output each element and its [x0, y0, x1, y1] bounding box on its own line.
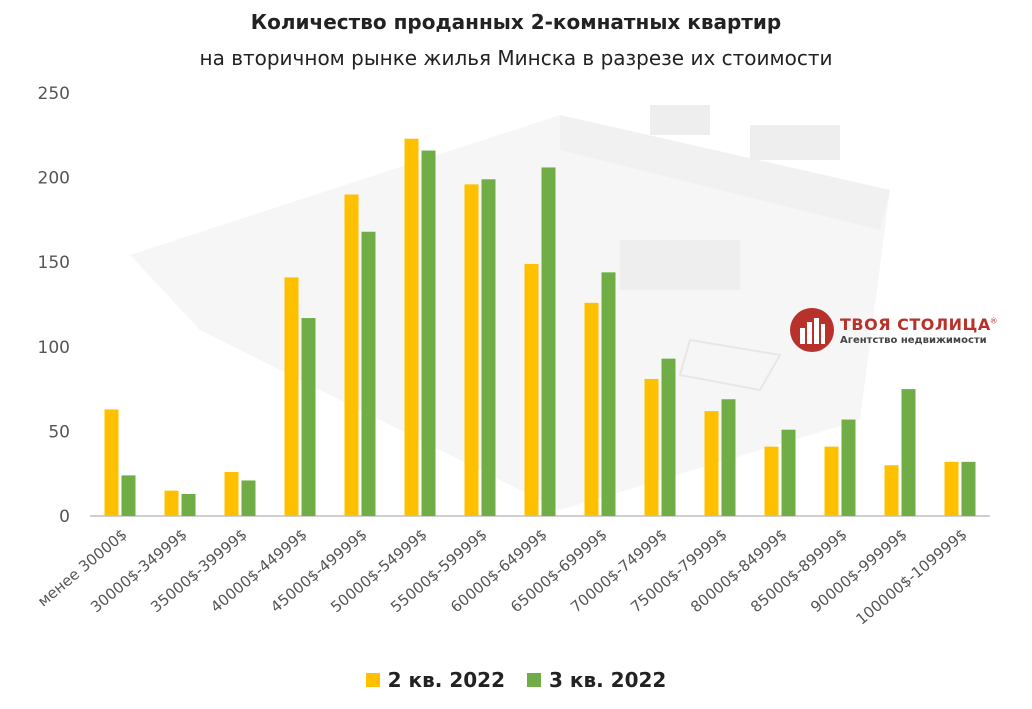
bar-series-2 [541, 167, 556, 516]
bar-series-1 [524, 263, 539, 516]
bar-series-2 [901, 389, 916, 516]
chart-title: Количество проданных 2-комнатных квартир [250, 10, 782, 34]
bar-series-1 [464, 184, 479, 517]
legend-item-2: 3 кв. 2022 [527, 668, 666, 692]
registered-mark: ® [990, 316, 997, 326]
y-tick-label: 100 [38, 338, 70, 358]
bar-series-1 [824, 446, 839, 516]
bar-series-2 [961, 461, 976, 516]
bar-series-2 [241, 480, 256, 516]
x-tick-label: 100000$-109999$ [852, 525, 970, 628]
bar-series-2 [361, 231, 376, 516]
bar-series-2 [601, 272, 616, 516]
legend-swatch [527, 673, 541, 687]
bar-series-1 [764, 446, 779, 516]
logo-tagline: Агентство недвижимости [840, 334, 987, 346]
y-tick-label: 200 [38, 169, 70, 189]
y-tick-label: 250 [38, 84, 70, 104]
brand-logo: ТВОЯ СТОЛИЦА® Агентство недвижимости [790, 308, 997, 352]
bar-series-2 [661, 358, 676, 516]
bar-series-2 [841, 419, 856, 516]
legend-label: 3 кв. 2022 [549, 668, 667, 692]
logo-name: ТВОЯ СТОЛИЦА [840, 314, 991, 334]
bar-series-2 [781, 429, 796, 516]
building-icon [790, 308, 834, 352]
bar-series-1 [884, 465, 899, 516]
bar-series-2 [481, 179, 496, 517]
bar-series-2 [721, 399, 736, 516]
bar-series-2 [301, 318, 316, 516]
legend-label: 2 кв. 2022 [387, 668, 505, 692]
bar-series-1 [224, 472, 239, 516]
bar-series-1 [704, 411, 719, 516]
bar-series-2 [121, 475, 136, 516]
bar-series-1 [944, 461, 959, 516]
bar-series-1 [164, 490, 179, 516]
bar-series-1 [644, 378, 659, 516]
y-tick-label: 150 [38, 253, 70, 273]
legend-swatch [365, 673, 380, 687]
y-tick-label: 50 [48, 422, 70, 442]
bar-series-2 [181, 494, 196, 516]
bar-series-1 [584, 302, 599, 516]
bar-series-1 [284, 277, 299, 516]
legend-item-1: 2 кв. 2022 [365, 668, 505, 692]
y-tick-label: 0 [59, 507, 70, 527]
background-illustration [130, 105, 890, 510]
bar-series-1 [404, 138, 419, 516]
bar-series-1 [104, 409, 119, 516]
legend: 2 кв. 2022 3 кв. 2022 [0, 668, 1032, 692]
chart-subtitle: на вторичном рынке жилья Минска в разрез… [199, 46, 833, 70]
bar-series-2 [421, 150, 436, 516]
bar-series-1 [344, 194, 359, 516]
